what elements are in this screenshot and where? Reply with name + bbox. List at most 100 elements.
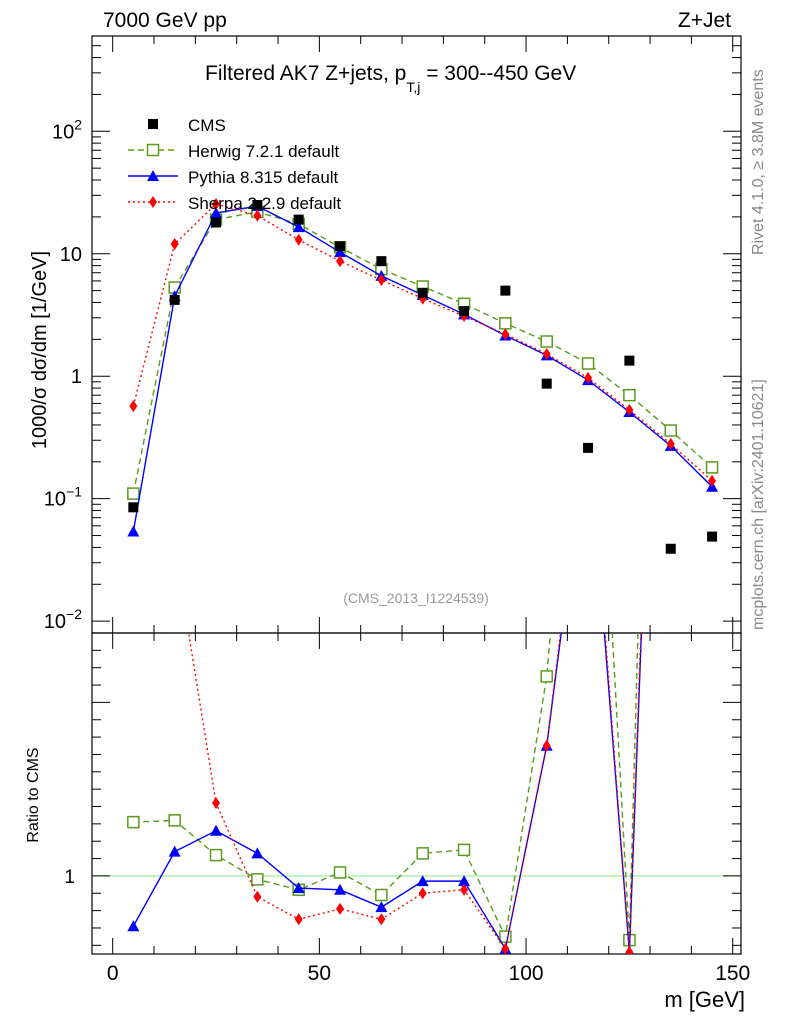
sherpa-point xyxy=(336,255,345,268)
cms-point xyxy=(541,378,552,389)
herwig-ratio-point xyxy=(416,847,429,860)
sherpa-point xyxy=(666,437,675,450)
x-axis-label: m [GeV] xyxy=(664,987,745,1012)
rivet-version-label: Rivet 4.1.0, ≥ 3.8M events xyxy=(750,69,767,255)
legend-label-pythia: Pythia 8.315 default xyxy=(188,168,339,187)
cms-point xyxy=(252,200,263,211)
sherpa-ratio-point xyxy=(501,942,510,954)
sherpa-point xyxy=(501,328,510,341)
cms-point xyxy=(335,241,346,252)
herwig-ratio-point xyxy=(333,866,347,879)
sherpa-ratio-point xyxy=(708,540,716,552)
pythia-ratio-point xyxy=(706,610,718,621)
ratio-y-axis-label: Ratio to CMS xyxy=(25,747,42,842)
cms-point xyxy=(128,502,139,513)
pythia-ratio-point xyxy=(251,847,264,859)
herwig-point xyxy=(623,388,636,402)
ratio-series xyxy=(127,194,718,954)
x-tick-label: 50 xyxy=(308,962,331,985)
cms-point xyxy=(707,531,718,542)
cms-point xyxy=(376,256,387,267)
sherpa-point xyxy=(377,274,386,287)
sherpa-ratio-point xyxy=(584,401,592,413)
pythia-ratio-point xyxy=(210,824,223,836)
sherpa-point xyxy=(294,233,303,246)
x-tick-label: 150 xyxy=(715,962,750,985)
herwig-line xyxy=(132,211,713,494)
header-energy-label: 7000 GeV pp xyxy=(103,9,227,32)
herwig-ratio-point xyxy=(375,888,388,902)
sherpa-point xyxy=(212,197,221,210)
cms-point xyxy=(500,285,511,296)
cms-point xyxy=(293,214,304,225)
axes-ticks xyxy=(92,35,741,954)
y-tick-label: 10 xyxy=(60,244,82,266)
legend-marker-pythia xyxy=(147,170,159,181)
header-process-label: Z+Jet xyxy=(678,9,731,32)
sherpa-ratio-point xyxy=(171,540,179,552)
mcplots-label: mcplots.cern.ch [arXiv:2401.10621] xyxy=(750,379,767,630)
legend-marker-cms xyxy=(148,119,158,129)
pythia-ratio-point xyxy=(292,882,305,894)
sherpa-ratio-point xyxy=(336,902,345,915)
sherpa-ratio-point xyxy=(377,913,386,926)
ratio-plot-frame xyxy=(91,632,742,955)
pythia-line xyxy=(132,205,713,532)
sherpa-ratio-point xyxy=(625,946,634,954)
pythia-ratio-point xyxy=(127,920,140,932)
sherpa-point xyxy=(170,238,179,251)
y-tick-label: 1 xyxy=(71,366,82,388)
pythia-ratio-point xyxy=(375,901,388,913)
sherpa-point xyxy=(253,209,262,222)
cms-point xyxy=(583,442,594,453)
pythia-ratio-point xyxy=(416,875,429,887)
sherpa-ratio-point xyxy=(460,883,469,896)
pythia-point xyxy=(334,246,347,258)
herwig-point xyxy=(705,461,719,474)
legend-marker-herwig xyxy=(146,143,160,157)
sherpa-point xyxy=(129,400,138,413)
herwig-ratio-point xyxy=(127,815,140,829)
analysis-id-label: (CMS_2013_I1224539) xyxy=(343,590,489,606)
cms-point xyxy=(169,294,180,305)
sherpa-ratio-point xyxy=(542,739,551,752)
pythia-ratio-point xyxy=(582,419,594,430)
sherpa-ratio-point xyxy=(253,890,262,903)
herwig-point xyxy=(540,335,553,348)
herwig-point xyxy=(581,357,595,370)
sherpa-ratio-point xyxy=(294,913,303,926)
x-tick-label: 0 xyxy=(107,962,119,985)
herwig-ratio-point xyxy=(540,670,553,683)
sherpa-ratio-point xyxy=(418,887,427,900)
chart-title: Filtered AK7 Z+jets, pT,j = 300--450 GeV xyxy=(205,62,576,95)
legend-label-cms: CMS xyxy=(188,116,226,135)
sherpa-ratio-point xyxy=(212,797,221,810)
y-axis-label: 1000/σ dσ/dm [1/GeV] xyxy=(29,251,51,449)
legend-marker-sherpa xyxy=(149,196,157,208)
cms-point xyxy=(417,287,428,298)
herwig-ratio-line xyxy=(133,633,639,941)
sherpa-point xyxy=(625,403,634,416)
main-series xyxy=(127,197,719,554)
herwig-point xyxy=(127,487,140,500)
herwig-ratio-point xyxy=(251,873,264,886)
herwig-ratio-point xyxy=(168,814,181,827)
herwig-point xyxy=(664,424,677,437)
pythia-point xyxy=(292,221,305,233)
ratio-tick-label: 1 xyxy=(64,867,75,888)
pythia-point xyxy=(127,525,140,537)
sherpa-ratio-line xyxy=(187,633,642,953)
herwig-ratio-point xyxy=(583,194,594,205)
sherpa-point xyxy=(542,347,551,360)
pythia-ratio-point xyxy=(334,883,347,895)
y-tick-label: 102 xyxy=(52,116,82,143)
tick-labels: 0 50 100 150 10−2 10−1 1 10 102 1 xyxy=(44,116,750,985)
herwig-ratio-point xyxy=(209,848,223,862)
cms-point xyxy=(624,355,635,366)
herwig-point xyxy=(499,317,512,330)
cms-point xyxy=(459,306,470,317)
y-tick-label: 10−1 xyxy=(44,484,82,511)
cms-point xyxy=(665,543,676,554)
pythia-ratio-point xyxy=(168,845,181,857)
